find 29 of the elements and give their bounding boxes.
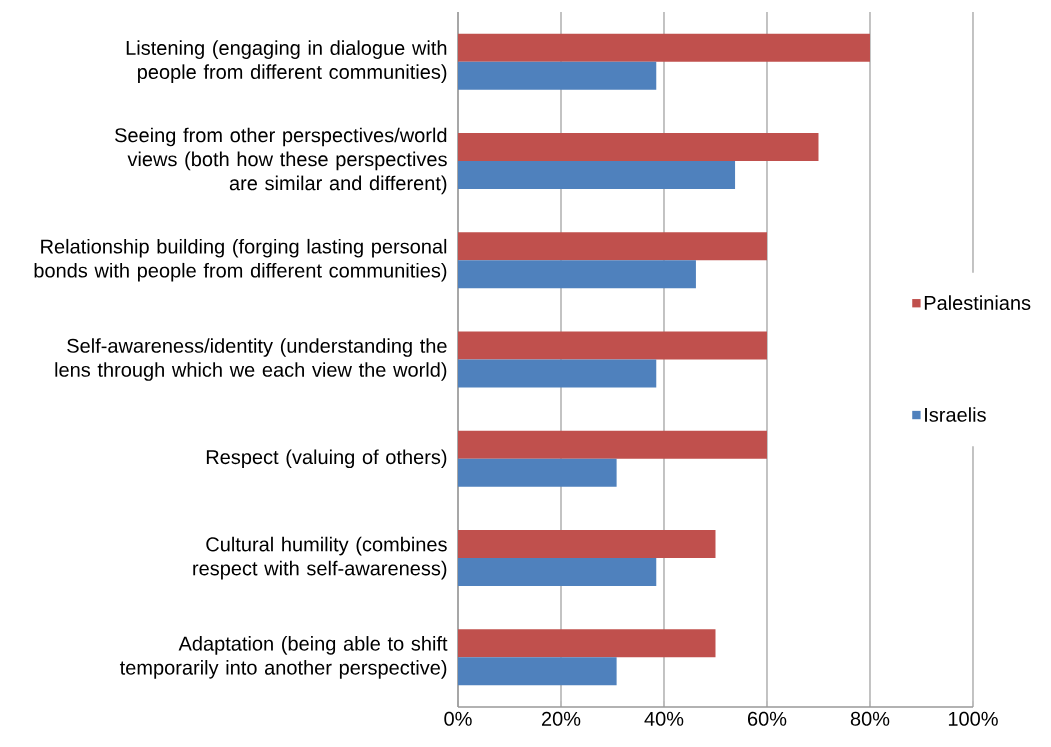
bar — [458, 33, 870, 62]
bar — [458, 61, 657, 90]
legend-label: Israelis — [925, 407, 986, 422]
bar — [458, 260, 696, 289]
y-tick-label: Respect (valuing of others) — [206, 449, 447, 469]
x-tick-label: 100% — [948, 711, 998, 726]
bar — [458, 232, 767, 261]
bar — [458, 558, 657, 587]
x-tick-label: 40% — [644, 711, 684, 726]
x-tick-label: 20% — [541, 711, 581, 726]
x-tick-label: 80% — [850, 711, 890, 726]
bar — [458, 458, 617, 487]
y-tick-label: Seeing from other perspectives/world views (both how these perspectives are similar and different) — [115, 127, 447, 195]
x-tick-label: 60% — [748, 711, 787, 726]
bar — [458, 530, 716, 559]
bar — [458, 359, 657, 388]
y-tick-label: Self-awareness/identity (understanding the lens through which we each view the world) — [55, 338, 447, 381]
bar — [458, 331, 767, 360]
bar — [458, 132, 819, 161]
bar — [458, 160, 736, 189]
bar — [458, 430, 767, 459]
y-tick-label: Relationship building (forging lasting personal bonds with people from different communities) — [34, 238, 447, 282]
bar — [458, 657, 617, 686]
y-tick-label: Cultural humility (combines respect with self-awareness) — [193, 536, 447, 580]
x-tick-label: 0% — [444, 711, 472, 726]
bar — [458, 629, 716, 658]
legend-label: Palestinians — [924, 295, 1031, 311]
y-tick-label: Adaptation (being able to shift temporarily into another perspective) — [119, 636, 448, 679]
y-tick-label: Listening (engaging in dialogue with people from different communities) — [126, 40, 447, 83]
